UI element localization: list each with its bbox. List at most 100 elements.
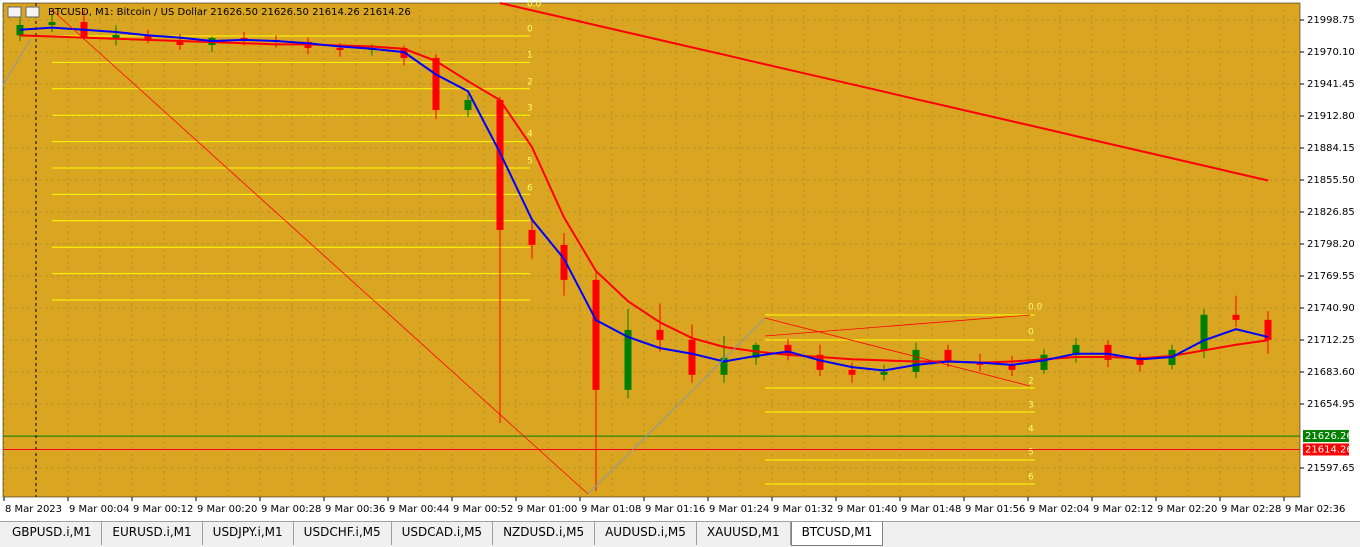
- tab[interactable]: AUDUSD.i,M5: [595, 522, 697, 545]
- fib-label: 1: [527, 51, 533, 61]
- y-tick-label: 21597.65: [1307, 463, 1355, 474]
- candle-body: [592, 279, 600, 390]
- price-tag: [1303, 443, 1349, 456]
- x-tick-label: 9 Mar 00:20: [197, 504, 257, 515]
- x-tick-label: 8 Mar 2023: [5, 504, 62, 515]
- tab[interactable]: USDCAD.i,M5: [392, 522, 494, 545]
- trendline: [764, 314, 1031, 337]
- chart-title: BTCUSD, M1: Bitcoin / US Dollar 21626.50…: [48, 7, 411, 18]
- candle-body: [496, 99, 504, 230]
- candle-body: [688, 339, 696, 375]
- fib-label: 4: [1028, 425, 1034, 435]
- candle-body: [1040, 354, 1048, 370]
- x-tick-label: 9 Mar 00:28: [261, 504, 321, 515]
- fib-label: 6: [1028, 473, 1034, 483]
- fib-label: 0: [527, 25, 533, 35]
- y-tick-label: 21740.90: [1307, 303, 1355, 314]
- moving-average: [499, 2, 1269, 182]
- trendline: [2, 39, 31, 86]
- moving-average: [19, 26, 1269, 372]
- candle-body: [1136, 359, 1144, 365]
- fib-label: 5: [1028, 448, 1034, 458]
- plot-area: [2, 2, 1301, 498]
- x-tick-label: 9 Mar 01:16: [645, 504, 705, 515]
- candle-body: [880, 371, 888, 375]
- y-tick-label: 21884.15: [1307, 143, 1355, 154]
- y-tick-label: 21826.85: [1307, 207, 1355, 218]
- price-tag-label: 21614.26: [1305, 444, 1353, 455]
- candle-body: [1072, 344, 1080, 355]
- x-tick-label: 9 Mar 00:12: [133, 504, 193, 515]
- tab[interactable]: BTCUSD,M1: [790, 522, 884, 546]
- candle-body: [144, 34, 152, 40]
- y-tick-label: 21855.50: [1307, 175, 1355, 186]
- tab-bar: GBPUSD.i,M1 EURUSD.i,M1 USDJPY.i,M1 USDCHF.…: [0, 521, 1360, 547]
- x-tick-label: 9 Mar 01:32: [773, 504, 833, 515]
- fib-label: 0: [1028, 328, 1034, 338]
- candle-body: [1200, 314, 1208, 350]
- candle-body: [848, 369, 856, 375]
- trendline: [51, 9, 589, 495]
- candle-body: [528, 229, 536, 245]
- fib-label: 4: [527, 130, 533, 140]
- trendline: [587, 317, 766, 495]
- tab[interactable]: GBPUSD.i,M1: [2, 522, 103, 545]
- candle-body: [624, 329, 632, 390]
- fib-label: 3: [527, 104, 533, 114]
- candle-body: [1264, 319, 1272, 340]
- x-tick-label: 9 Mar 02:36: [1285, 504, 1345, 515]
- tab[interactable]: NZDUSD.i,M5: [493, 522, 596, 545]
- candle-body: [48, 21, 56, 26]
- price-tag: [1303, 430, 1349, 443]
- moving-average: [19, 34, 1269, 364]
- tab[interactable]: USDCHF.i,M5: [294, 522, 392, 545]
- x-tick-label: 9 Mar 02:12: [1093, 504, 1153, 515]
- y-tick-label: 21912.80: [1307, 111, 1355, 122]
- x-tick-label: 9 Mar 01:56: [965, 504, 1025, 515]
- tab[interactable]: USDJPY.i,M1: [203, 522, 294, 545]
- fib-label: 0.0: [1028, 303, 1043, 313]
- x-tick-label: 9 Mar 01:08: [581, 504, 641, 515]
- candle-body: [112, 34, 120, 38]
- fib-label: 2: [527, 78, 533, 88]
- fib-label: 3: [1028, 401, 1034, 411]
- candle-body: [816, 354, 824, 370]
- x-tick-label: 9 Mar 01:24: [709, 504, 769, 515]
- x-tick-label: 9 Mar 02:28: [1221, 504, 1281, 515]
- x-tick-label: 9 Mar 00:52: [453, 504, 513, 515]
- tab[interactable]: XAUUSD,M1: [697, 522, 791, 545]
- candle-body: [1104, 344, 1112, 360]
- candle-body: [464, 99, 472, 110]
- candle-body: [336, 48, 344, 51]
- x-tick-label: 9 Mar 00:36: [325, 504, 385, 515]
- trendline: [764, 317, 1031, 387]
- x-tick-label: 9 Mar 00:04: [69, 504, 129, 515]
- candle-body: [176, 39, 184, 45]
- fib-label: 0.0: [527, 0, 542, 10]
- x-tick-label: 9 Mar 00:44: [389, 504, 449, 515]
- x-tick-label: 9 Mar 02:20: [1157, 504, 1217, 515]
- candle-body: [1232, 314, 1240, 320]
- y-tick-label: 21798.20: [1307, 239, 1355, 250]
- x-tick-label: 9 Mar 01:48: [901, 504, 961, 515]
- y-tick-label: 21769.55: [1307, 271, 1355, 282]
- x-tick-label: 9 Mar 01:00: [517, 504, 577, 515]
- tab[interactable]: EURUSD.i,M1: [102, 522, 203, 545]
- y-tick-label: 21654.95: [1307, 399, 1355, 410]
- chart: 0.0 0 1 2 3 4 5 6 0.0 0 2 3 4 5 6 BTCUSD, M1: Bitcoin …: [2, 0, 1355, 515]
- y-tick-label: 21941.45: [1307, 79, 1355, 90]
- y-tick-label: 21712.25: [1307, 335, 1355, 346]
- fib-label: 6: [527, 184, 533, 194]
- y-tick-label: 21683.60: [1307, 367, 1355, 378]
- fib-label: 2: [1028, 377, 1034, 387]
- candle-body: [784, 344, 792, 355]
- candle-body: [560, 244, 568, 280]
- candle-body: [720, 357, 728, 375]
- x-tick-label: 9 Mar 02:04: [1029, 504, 1089, 515]
- window-icon[interactable]: [7, 6, 22, 18]
- candle-body: [432, 57, 440, 110]
- candle-body: [16, 25, 24, 36]
- x-tick-label: 9 Mar 01:40: [837, 504, 897, 515]
- y-tick-label: 21998.75: [1307, 15, 1355, 26]
- window-icon[interactable]: [25, 6, 40, 18]
